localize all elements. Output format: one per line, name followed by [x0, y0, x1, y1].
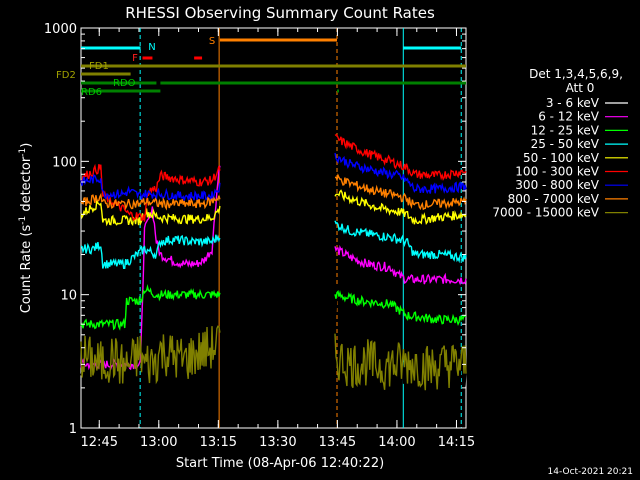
series-line-2-0 [80, 284, 221, 331]
state-bar-rd6-0 [81, 89, 161, 93]
y-label-sup-2: -1 [18, 148, 28, 157]
series-line-8-1 [334, 333, 467, 391]
series-line-1-1 [334, 244, 467, 286]
state-label-saa: S [209, 36, 215, 47]
state-label-fd1: FD1 [89, 61, 109, 72]
y-label-end: ) [19, 143, 34, 148]
series-line-4-0 [80, 199, 221, 227]
x-tick-label-0: 12:45 [81, 435, 118, 450]
state-label-fd2: FD2 [56, 70, 76, 81]
legend-label-6: 300 - 800 keV [515, 178, 599, 192]
series-5 [80, 134, 467, 222]
y-axis-label: Count Rate (s-1 detector-1) [18, 143, 34, 314]
x-axis-label: Start Time (08-Apr-06 12:40:22) [176, 456, 384, 471]
plot-frame [80, 27, 467, 429]
y-tick-label-3: 1000 [44, 22, 77, 37]
x-tick-label-3: 13:30 [259, 435, 296, 450]
series-layer [80, 134, 467, 400]
state-bar-fd2-0 [81, 72, 131, 76]
state-bar-flare-1 [194, 56, 203, 60]
series-line-0-1 [334, 282, 467, 400]
state-bar-rdo-1 [160, 81, 466, 85]
state-bar-night-0 [81, 46, 141, 50]
series-line-2-1 [334, 289, 467, 327]
series-line-4-1 [334, 189, 467, 226]
series-line-3-1 [334, 220, 467, 264]
series-line-7-0 [80, 192, 221, 211]
x-tick-label-2: 13:15 [200, 435, 237, 450]
legend-title-line-1: Det 1,3,4,5,6,9, [529, 67, 623, 81]
y-tick-label-2: 100 [52, 155, 77, 170]
legend-label-7: 800 - 7000 keV [508, 192, 600, 206]
y-label-main: Count Rate (s [19, 225, 34, 314]
state-bar-night-1 [403, 46, 462, 50]
state-label-night: N [148, 42, 155, 53]
series-6 [80, 152, 467, 202]
series-7 [80, 173, 467, 211]
series-line-8-0 [80, 325, 221, 385]
series-2 [80, 284, 467, 331]
series-line-6-1 [334, 152, 467, 194]
footer-date: 14-Oct-2021 20:21 [548, 467, 633, 477]
x-tick-label-5: 14:00 [378, 435, 415, 450]
axes: 12:45 13:00 13:15 13:30 13:45 14:00 14:15 1 10 10… [44, 22, 475, 450]
chart-title: RHESSI Observing Summary Count Rates [125, 4, 435, 22]
y-tick-label-1: 10 [60, 289, 77, 304]
legend-label-8: 7000 - 15000 keV [492, 206, 599, 220]
state-label-flare: F [132, 53, 138, 64]
legend-label-2: 12 - 25 keV [531, 123, 600, 137]
series-3 [80, 220, 467, 269]
series-line-1-0 [80, 165, 221, 371]
series-4 [80, 189, 467, 227]
legend-label-4: 50 - 100 keV [523, 151, 600, 165]
series-line-3-0 [80, 234, 221, 269]
y-label-mid: detector [19, 156, 34, 216]
state-bar-fd1-0 [81, 64, 466, 68]
x-tick-label-4: 13:45 [319, 435, 356, 450]
state-label-rd6: RD6 [81, 87, 102, 98]
x-tick-label-1: 13:00 [140, 435, 177, 450]
state-bar-rd6-1 [337, 89, 340, 93]
state-bars: NF S FD1 FD2 RDO RD6 [56, 36, 466, 98]
y-tick-label-0: 1 [69, 422, 77, 437]
legend-label-5: 100 - 300 keV [515, 165, 599, 179]
legend-label-0: 3 - 6 keV [546, 96, 600, 110]
series-1 [80, 165, 467, 371]
series-line-5-1 [334, 134, 467, 181]
legend-label-1: 6 - 12 keV [538, 110, 600, 124]
state-bar-rdo-0 [81, 81, 157, 85]
plot-border [80, 27, 467, 429]
vertical-markers [139, 28, 462, 428]
state-label-rdo: RDO [113, 78, 136, 89]
legend-label-3: 25 - 50 keV [531, 137, 600, 151]
series-line-6-0 [80, 173, 221, 202]
x-tick-label-6: 14:15 [438, 435, 475, 450]
series-line-7-1 [334, 173, 467, 211]
series-8 [80, 325, 467, 391]
state-bar-saa-0 [219, 38, 338, 42]
y-label-sup-1: -1 [18, 216, 28, 225]
state-bar-flare-0 [142, 56, 153, 60]
legend-title-line-2: Att 0 [566, 81, 595, 95]
